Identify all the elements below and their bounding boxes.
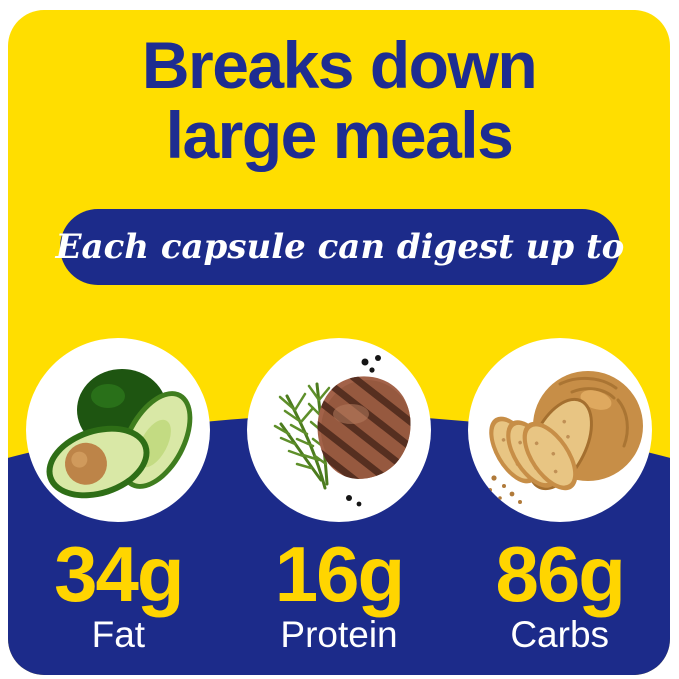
headline-line2: large meals [165, 98, 514, 172]
stat-fat: 34g Fat [8, 534, 229, 656]
steak-image [273, 355, 411, 507]
stats-row: 34g Fat 16g Protein 86g Carbs [8, 534, 670, 656]
avocado-image [46, 369, 193, 499]
food-col-carbs [449, 338, 670, 522]
food-col-protein [229, 338, 450, 522]
food-row [8, 338, 670, 522]
stat-protein: 16g Protein [229, 534, 450, 656]
bread-image [487, 371, 643, 504]
stat-protein-label: Protein [280, 614, 398, 655]
stat-fat-amount: 34g [54, 530, 184, 618]
stat-protein-amount: 16g [274, 530, 405, 618]
steak-circle [247, 338, 431, 522]
capsule-banner: Each capsule can digest up to [56, 209, 624, 285]
page-title: Breaks down large meals [8, 30, 670, 170]
food-col-fat [8, 338, 229, 522]
capsule-banner-text: Each capsule can digest up to [55, 227, 625, 267]
stat-carbs-amount: 86g [495, 530, 625, 618]
card-background: Breaks down large meals Each capsule can… [8, 10, 670, 675]
headline-line1: Breaks down [141, 28, 538, 102]
stat-carbs-label: Carbs [510, 614, 610, 655]
stat-fat-label: Fat [91, 614, 146, 655]
bread-circle [467, 338, 652, 522]
avocado-circle [26, 338, 211, 522]
stat-carbs: 86g Carbs [449, 534, 670, 656]
